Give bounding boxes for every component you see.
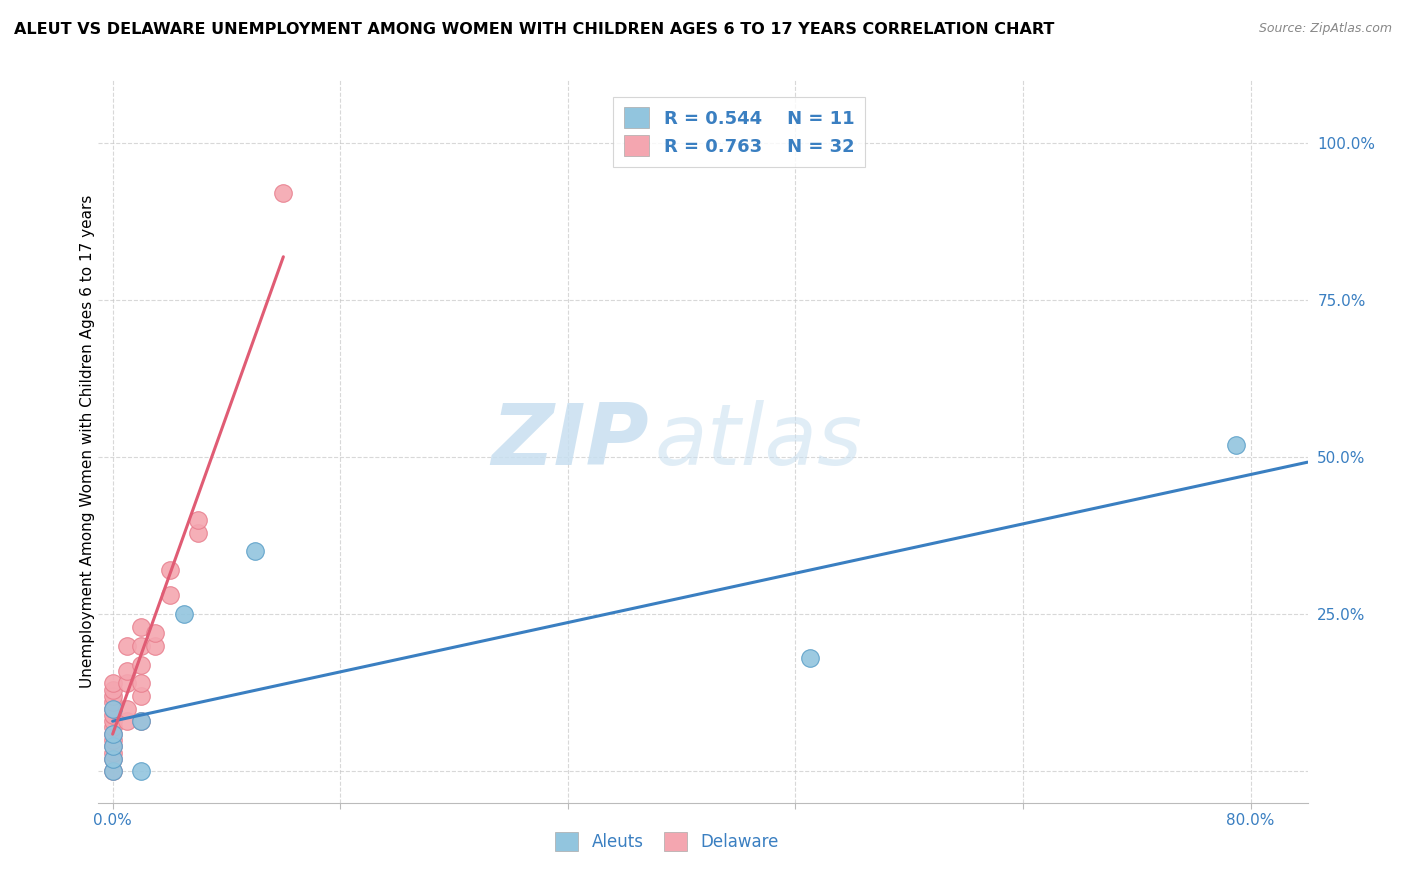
Point	[101, 689, 124, 703]
Point	[101, 752, 124, 766]
Point	[115, 714, 138, 728]
Point	[159, 563, 181, 577]
Point	[101, 701, 124, 715]
Point	[115, 639, 138, 653]
Point	[129, 714, 152, 728]
Point	[115, 701, 138, 715]
Point	[101, 701, 124, 715]
Point	[101, 714, 124, 728]
Point	[101, 727, 124, 741]
Point	[101, 733, 124, 747]
Point	[173, 607, 195, 622]
Text: Source: ZipAtlas.com: Source: ZipAtlas.com	[1258, 22, 1392, 36]
Point	[799, 651, 821, 665]
Point	[101, 682, 124, 697]
Point	[129, 657, 152, 672]
Point	[243, 544, 266, 558]
Point	[101, 764, 124, 779]
Point	[129, 639, 152, 653]
Point	[115, 664, 138, 678]
Point	[101, 695, 124, 709]
Point	[143, 639, 166, 653]
Point	[129, 689, 152, 703]
Y-axis label: Unemployment Among Women with Children Ages 6 to 17 years: Unemployment Among Women with Children A…	[80, 194, 94, 689]
Point	[129, 714, 152, 728]
Point	[273, 186, 295, 201]
Point	[101, 746, 124, 760]
Point	[101, 720, 124, 734]
Point	[129, 620, 152, 634]
Point	[101, 752, 124, 766]
Point	[101, 676, 124, 690]
Point	[101, 707, 124, 722]
Point	[187, 513, 209, 527]
Text: atlas: atlas	[655, 400, 863, 483]
Point	[1225, 438, 1247, 452]
Point	[129, 676, 152, 690]
Point	[115, 676, 138, 690]
Point	[187, 525, 209, 540]
Point	[159, 589, 181, 603]
Point	[101, 739, 124, 754]
Point	[143, 626, 166, 640]
Text: ALEUT VS DELAWARE UNEMPLOYMENT AMONG WOMEN WITH CHILDREN AGES 6 TO 17 YEARS CORR: ALEUT VS DELAWARE UNEMPLOYMENT AMONG WOM…	[14, 22, 1054, 37]
Point	[129, 764, 152, 779]
Point	[101, 764, 124, 779]
Point	[101, 727, 124, 741]
Point	[101, 739, 124, 754]
Legend: Aleuts, Delaware: Aleuts, Delaware	[547, 823, 787, 860]
Text: ZIP: ZIP	[491, 400, 648, 483]
